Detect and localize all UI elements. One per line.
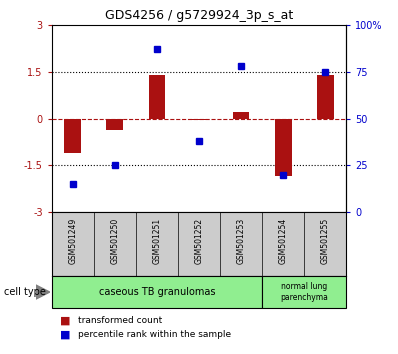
Polygon shape (36, 285, 50, 299)
Text: GSM501250: GSM501250 (110, 217, 119, 264)
Bar (275, 119, 292, 176)
Bar (233, 112, 250, 119)
Text: GSM501249: GSM501249 (68, 217, 77, 264)
Text: caseous TB granulomas: caseous TB granulomas (99, 287, 215, 297)
Bar (64, 119, 81, 153)
Text: transformed count: transformed count (78, 316, 162, 325)
Text: percentile rank within the sample: percentile rank within the sample (78, 330, 231, 339)
Title: GDS4256 / g5729924_3p_s_at: GDS4256 / g5729924_3p_s_at (105, 9, 293, 22)
Bar (317, 75, 334, 119)
Text: GSM501255: GSM501255 (321, 217, 330, 264)
Bar (191, 119, 207, 120)
Bar (148, 75, 165, 119)
Bar (52, 276, 262, 308)
Text: GSM501254: GSM501254 (279, 217, 288, 264)
Bar (262, 276, 346, 308)
Bar (106, 119, 123, 130)
Text: GSM501251: GSM501251 (152, 217, 162, 264)
Text: GSM501252: GSM501252 (195, 217, 203, 264)
Text: normal lung
parenchyma: normal lung parenchyma (280, 282, 328, 302)
Text: ■: ■ (60, 315, 70, 325)
Text: ■: ■ (60, 330, 70, 339)
Text: cell type: cell type (4, 287, 46, 297)
Text: GSM501253: GSM501253 (236, 217, 246, 264)
